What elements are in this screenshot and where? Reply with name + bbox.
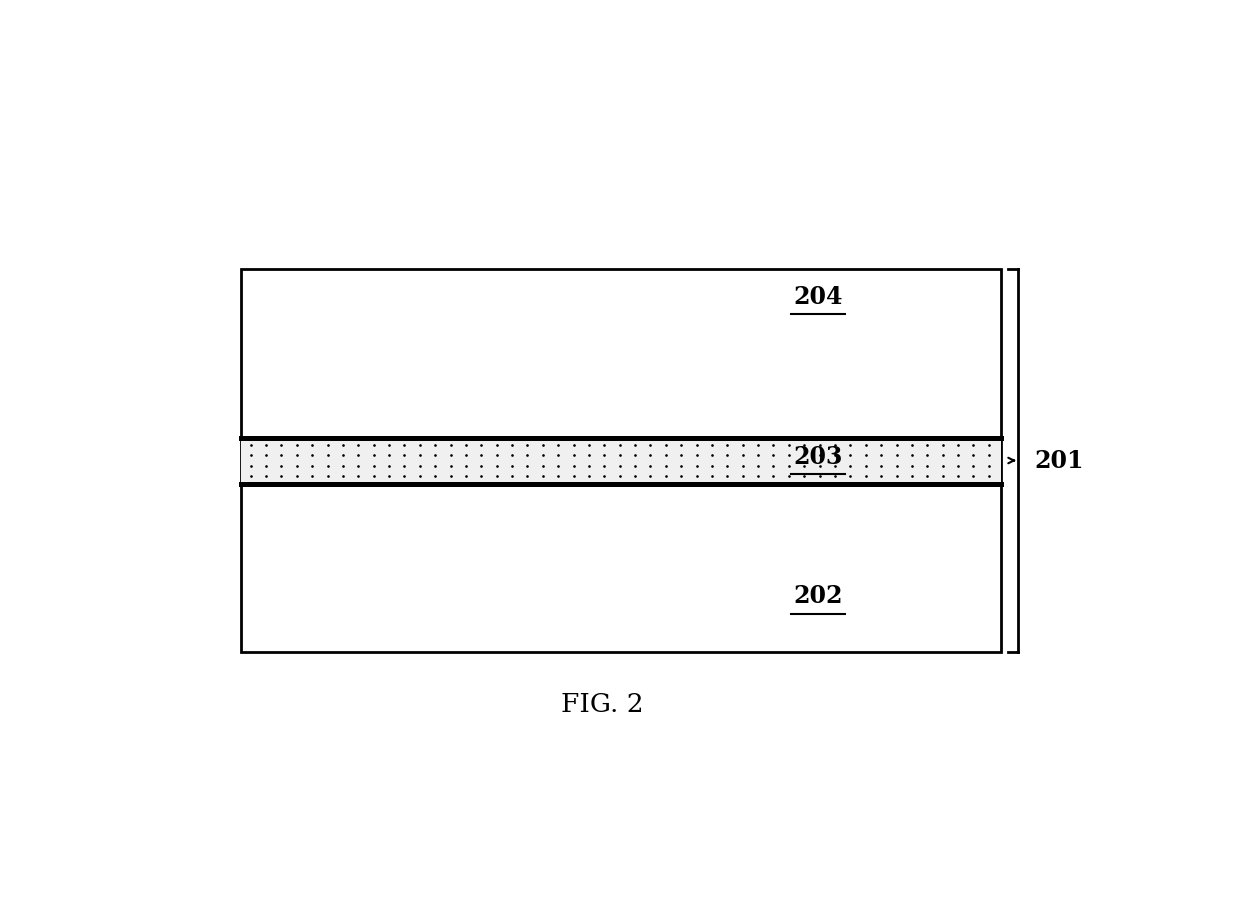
Text: 203: 203 [794, 445, 843, 469]
Text: 202: 202 [794, 585, 843, 608]
Text: 204: 204 [794, 285, 843, 309]
Text: 201: 201 [1034, 449, 1084, 472]
Bar [242, 269, 1001, 653]
Bar [242, 437, 1001, 483]
Text: FIG. 2: FIG. 2 [560, 692, 644, 717]
